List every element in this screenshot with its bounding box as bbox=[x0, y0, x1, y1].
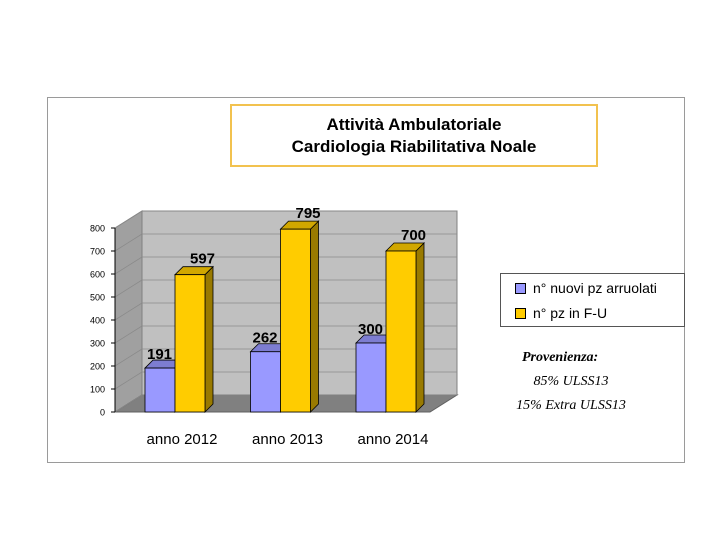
data-label: 700 bbox=[401, 227, 426, 244]
y-tick-label: 700 bbox=[90, 247, 105, 257]
data-label: 597 bbox=[190, 251, 215, 268]
y-tick-label: 800 bbox=[90, 224, 105, 234]
x-category-label: anno 2012 bbox=[147, 431, 218, 448]
legend-label: n° nuovi pz arruolati bbox=[533, 280, 657, 296]
gridline-side bbox=[114, 394, 143, 413]
provenance-notes: Provenienza: 85% ULSS13 15% Extra ULSS13 bbox=[496, 350, 646, 422]
chart-title-box: Attività Ambulatoriale Cardiologia Riabi… bbox=[230, 104, 598, 167]
bar-follow-up bbox=[280, 228, 311, 413]
x-category-label: anno 2014 bbox=[358, 431, 429, 448]
legend-item-follow-up: n° pz in F-U bbox=[515, 305, 607, 321]
bar-follow-up bbox=[174, 274, 206, 413]
bar-new-patients bbox=[144, 367, 176, 413]
provenance-line-2: 15% Extra ULSS13 bbox=[516, 398, 626, 413]
x-category-label: anno 2013 bbox=[252, 431, 323, 448]
gridline-side bbox=[114, 233, 143, 252]
y-tick-label: 300 bbox=[90, 339, 105, 349]
gridline-side bbox=[114, 325, 143, 344]
data-label: 191 bbox=[147, 346, 172, 363]
gridline-side bbox=[114, 348, 143, 367]
gridline-side bbox=[114, 210, 143, 229]
bar-new-patients bbox=[355, 342, 387, 413]
gridline-side bbox=[114, 256, 143, 275]
y-tick-label: 400 bbox=[90, 316, 105, 326]
y-tick-label: 600 bbox=[90, 270, 105, 280]
gridline-side bbox=[114, 302, 143, 321]
data-label: 300 bbox=[358, 321, 383, 338]
chart-legend: n° nuovi pz arruolati n° pz in F-U bbox=[500, 273, 685, 327]
legend-item-new-patients: n° nuovi pz arruolati bbox=[515, 280, 657, 296]
bar-follow-up bbox=[385, 250, 417, 413]
bar-new-patients bbox=[250, 351, 281, 413]
y-tick-label: 0 bbox=[100, 408, 105, 418]
legend-swatch-yellow bbox=[515, 307, 526, 319]
data-label: 795 bbox=[296, 205, 321, 222]
gridline-side bbox=[114, 279, 143, 298]
legend-swatch-blue bbox=[515, 282, 526, 294]
bar-side bbox=[310, 220, 319, 413]
legend-label: n° pz in F-U bbox=[533, 305, 608, 321]
y-tick-label: 100 bbox=[90, 385, 105, 395]
data-label: 262 bbox=[253, 330, 278, 347]
y-tick-label: 500 bbox=[90, 293, 105, 303]
chart-subtitle: Cardiologia Riabilitativa Noale bbox=[291, 136, 537, 156]
provenance-line-1: 85% ULSS13 bbox=[533, 374, 609, 389]
y-tick-label: 200 bbox=[90, 362, 105, 372]
gridline-side bbox=[114, 371, 143, 390]
bar-side bbox=[415, 242, 425, 413]
provenance-heading: Provenienza: bbox=[522, 350, 599, 365]
chart-title: Attività Ambulatoriale bbox=[326, 114, 502, 134]
bar-side bbox=[204, 265, 214, 413]
